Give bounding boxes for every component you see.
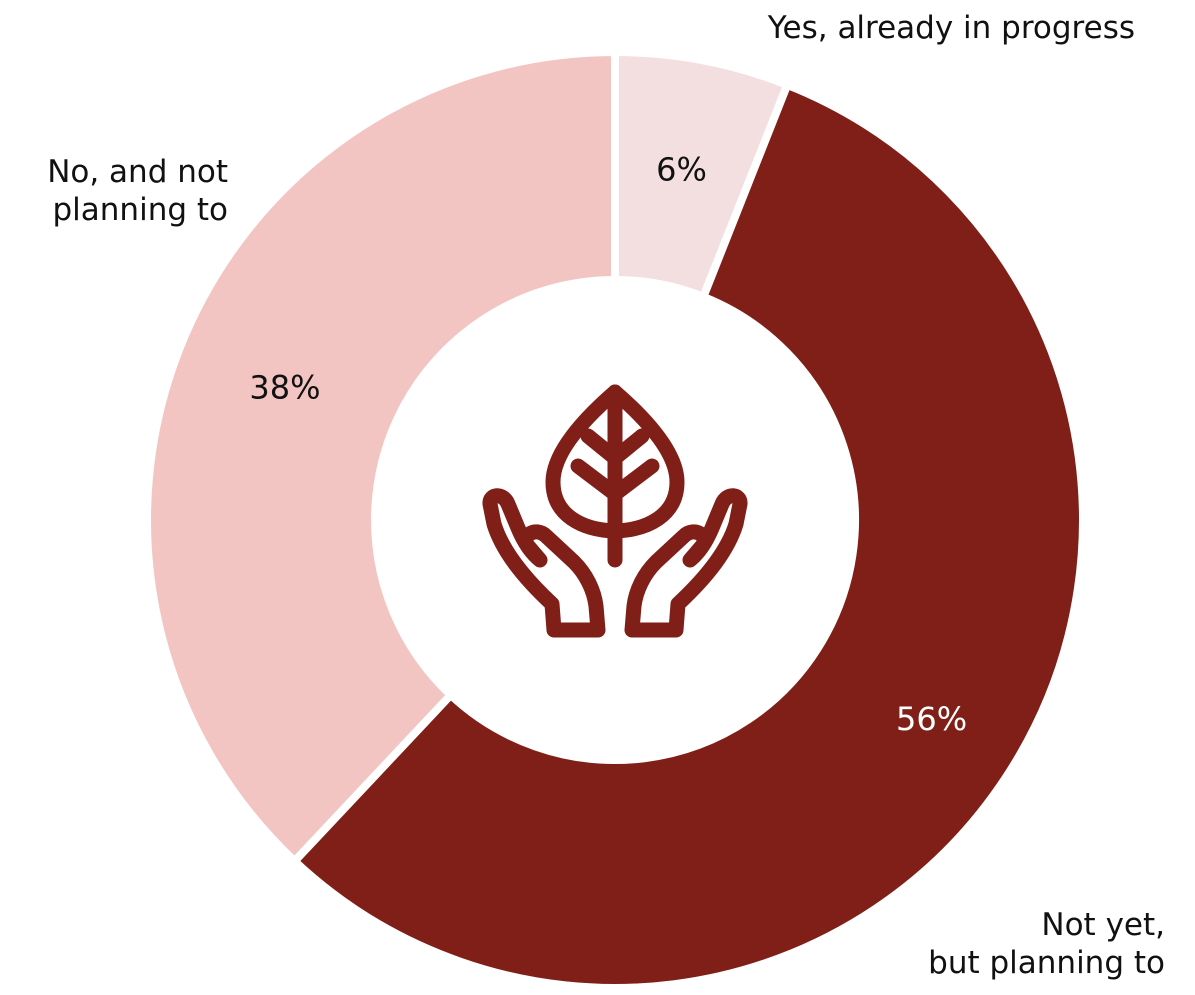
category-label-yes-already-in-progress: Yes, already in progress xyxy=(767,10,1135,46)
value-label-yes-already-in-progress: 6% xyxy=(656,150,707,188)
category-label-not-yet-but-planning-to: Not yet, but planning to xyxy=(928,907,1165,981)
category-label-no-and-not-planning-to: No, and not planning to xyxy=(47,154,228,228)
category-labels-group: Yes, already in progress Not yet, but plan… xyxy=(47,10,1165,981)
value-labels-group: 6% 56% 38% xyxy=(249,150,967,738)
slice-not-yet-but-planning-to xyxy=(288,79,1087,992)
value-label-no-and-not-planning-to: 38% xyxy=(249,368,320,406)
slices-group xyxy=(143,47,1087,992)
slice-no-and-not-planning-to xyxy=(143,47,619,867)
value-label-not-yet-but-planning-to: 56% xyxy=(896,700,967,738)
hands-holding-leaf-icon xyxy=(482,384,748,638)
